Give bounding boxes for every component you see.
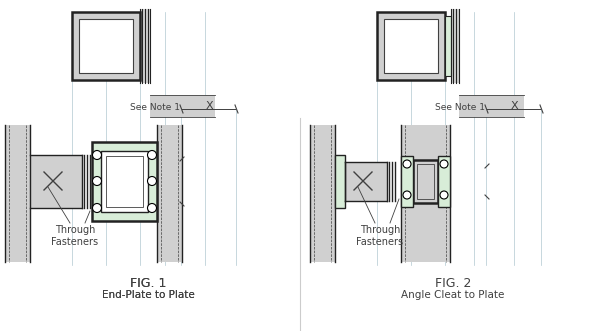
Bar	[5, 125, 30, 262]
Text: Angle Cleat to Plate: Angle Cleat to Plate	[401, 290, 505, 300]
Bar	[459, 95, 524, 117]
Text: End-Plate to Plate: End-Plate to Plate	[102, 290, 194, 300]
Bar	[101, 151, 148, 212]
Circle shape	[92, 204, 101, 213]
Bar	[438, 156, 450, 207]
Text: X: X	[511, 101, 518, 111]
Circle shape	[403, 191, 411, 199]
Bar	[401, 156, 413, 207]
Bar	[72, 12, 140, 80]
Bar	[345, 162, 387, 201]
Bar	[30, 155, 82, 208]
Bar	[384, 19, 438, 73]
Circle shape	[440, 160, 448, 168]
Bar	[417, 164, 434, 199]
Bar	[377, 12, 445, 80]
Text: X: X	[205, 101, 213, 111]
Bar	[377, 12, 445, 80]
Bar	[451, 9, 459, 83]
Bar	[413, 160, 438, 203]
Bar	[72, 12, 140, 80]
Text: End-Plate to Plate: End-Plate to Plate	[102, 290, 194, 300]
Text: FIG. 1: FIG. 1	[130, 277, 166, 290]
Text: Through
Fasteners: Through Fasteners	[356, 225, 404, 247]
Bar	[384, 19, 438, 73]
Bar	[79, 19, 133, 73]
Bar	[401, 125, 450, 262]
Circle shape	[403, 160, 411, 168]
Text: FIG. 1: FIG. 1	[130, 277, 166, 290]
Circle shape	[440, 191, 448, 199]
Text: See Note 1: See Note 1	[435, 104, 485, 113]
Bar	[106, 156, 143, 207]
Text: See Note 1: See Note 1	[130, 104, 180, 113]
Bar	[157, 125, 182, 262]
Circle shape	[147, 204, 156, 213]
Text: FIG. 2: FIG. 2	[435, 277, 471, 290]
Bar	[335, 155, 345, 208]
Bar	[310, 125, 335, 262]
Bar	[92, 142, 157, 221]
Circle shape	[92, 151, 101, 160]
Text: Through
Fasteners: Through Fasteners	[52, 225, 99, 247]
Bar	[140, 9, 150, 83]
Circle shape	[147, 151, 156, 160]
Bar	[445, 16, 451, 76]
Circle shape	[92, 176, 101, 185]
Bar	[79, 19, 133, 73]
Circle shape	[147, 176, 156, 185]
Bar	[150, 95, 215, 117]
